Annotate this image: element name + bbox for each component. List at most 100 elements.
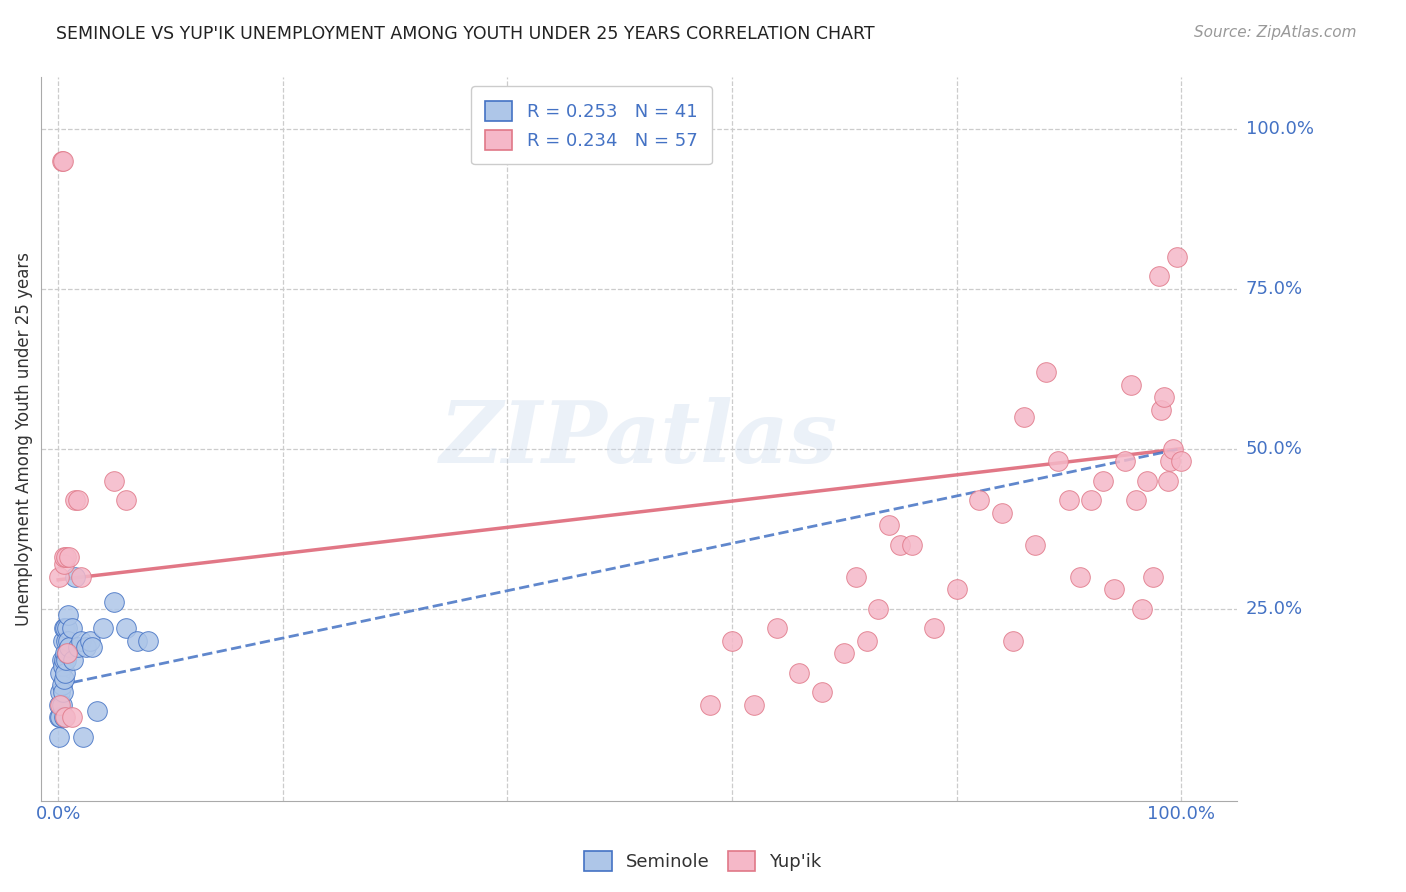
Point xyxy=(67,492,90,507)
Point xyxy=(48,698,70,712)
Point xyxy=(56,647,79,661)
Point xyxy=(1046,454,1069,468)
Point xyxy=(49,698,72,712)
Point xyxy=(51,698,73,712)
Legend: R = 0.253   N = 41, R = 0.234   N = 57: R = 0.253 N = 41, R = 0.234 N = 57 xyxy=(471,87,711,164)
Point xyxy=(48,710,70,724)
Point xyxy=(52,659,75,673)
Point xyxy=(91,621,114,635)
Point xyxy=(1136,474,1159,488)
Point xyxy=(922,621,945,635)
Point xyxy=(1001,633,1024,648)
Point xyxy=(80,640,103,654)
Point xyxy=(877,518,900,533)
Point xyxy=(136,633,159,648)
Point xyxy=(699,698,721,712)
Point xyxy=(967,492,990,507)
Point xyxy=(789,665,811,680)
Point xyxy=(69,569,91,583)
Point xyxy=(58,633,80,648)
Point xyxy=(52,153,75,168)
Point xyxy=(52,633,75,648)
Point xyxy=(58,607,80,622)
Point xyxy=(1069,569,1091,583)
Point xyxy=(63,569,86,583)
Point xyxy=(52,685,75,699)
Point xyxy=(58,550,80,565)
Point xyxy=(53,710,76,724)
Point xyxy=(1114,454,1136,468)
Point xyxy=(53,621,76,635)
Point xyxy=(114,492,136,507)
Point xyxy=(52,653,75,667)
Point xyxy=(79,633,101,648)
Point xyxy=(60,621,83,635)
Point xyxy=(55,633,77,648)
Point xyxy=(945,582,967,597)
Point xyxy=(1157,474,1180,488)
Point xyxy=(52,621,75,635)
Point xyxy=(60,710,83,724)
Point xyxy=(49,665,72,680)
Point xyxy=(1012,409,1035,424)
Point xyxy=(52,710,75,724)
Y-axis label: Unemployment Among Youth under 25 years: Unemployment Among Youth under 25 years xyxy=(15,252,32,626)
Point xyxy=(72,730,94,744)
Text: SEMINOLE VS YUP'IK UNEMPLOYMENT AMONG YOUTH UNDER 25 YEARS CORRELATION CHART: SEMINOLE VS YUP'IK UNEMPLOYMENT AMONG YO… xyxy=(56,25,875,43)
Point xyxy=(855,633,877,648)
Point xyxy=(52,557,75,571)
Point xyxy=(53,665,76,680)
Point xyxy=(125,633,148,648)
Point xyxy=(103,474,125,488)
Point xyxy=(56,621,79,635)
Point xyxy=(1102,582,1125,597)
Point xyxy=(86,704,108,718)
Point xyxy=(1125,492,1147,507)
Point xyxy=(75,640,97,654)
Point xyxy=(889,538,911,552)
Text: 100.0%: 100.0% xyxy=(1246,120,1313,137)
Point xyxy=(844,569,866,583)
Point xyxy=(49,710,72,724)
Text: 75.0%: 75.0% xyxy=(1246,279,1303,298)
Point xyxy=(1091,474,1114,488)
Point xyxy=(103,595,125,609)
Text: ZIPatlas: ZIPatlas xyxy=(440,397,838,481)
Point xyxy=(744,698,766,712)
Point xyxy=(49,685,72,699)
Point xyxy=(48,569,70,583)
Point xyxy=(832,647,855,661)
Point xyxy=(1035,365,1057,379)
Point xyxy=(1119,377,1142,392)
Point xyxy=(1166,250,1188,264)
Text: Source: ZipAtlas.com: Source: ZipAtlas.com xyxy=(1194,25,1357,40)
Point xyxy=(56,647,79,661)
Point xyxy=(62,653,84,667)
Point xyxy=(1153,391,1175,405)
Point xyxy=(52,672,75,686)
Point xyxy=(55,653,77,667)
Point xyxy=(1080,492,1102,507)
Point xyxy=(51,678,73,692)
Point xyxy=(1147,268,1170,283)
Point xyxy=(766,621,789,635)
Point xyxy=(1057,492,1080,507)
Text: 25.0%: 25.0% xyxy=(1246,599,1303,617)
Point xyxy=(1170,454,1192,468)
Point xyxy=(52,550,75,565)
Point xyxy=(58,640,80,654)
Point xyxy=(53,647,76,661)
Point xyxy=(55,550,77,565)
Point xyxy=(1159,454,1181,468)
Point xyxy=(1150,403,1173,417)
Point xyxy=(1142,569,1164,583)
Point xyxy=(990,506,1012,520)
Point xyxy=(63,492,86,507)
Point xyxy=(114,621,136,635)
Point xyxy=(69,633,91,648)
Legend: Seminole, Yup'ik: Seminole, Yup'ik xyxy=(578,844,828,879)
Point xyxy=(721,633,744,648)
Point xyxy=(811,685,834,699)
Point xyxy=(51,153,73,168)
Point xyxy=(1024,538,1046,552)
